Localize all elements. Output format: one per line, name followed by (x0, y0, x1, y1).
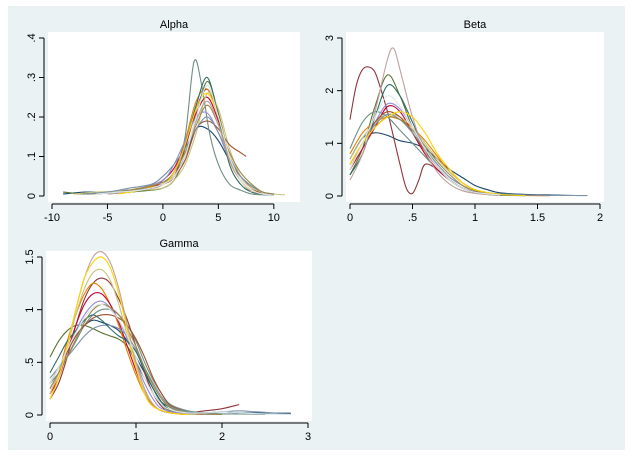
x-tick-label-beta: 2 (597, 212, 603, 224)
x-tick-label-beta: 1 (472, 212, 478, 224)
x-tick-label-alpha: 10 (268, 212, 280, 224)
plot-region-alpha (48, 32, 300, 202)
y-tick-label-alpha: .4 (26, 33, 38, 42)
y-tick-label-beta: 3 (324, 35, 336, 41)
series-line-gamma-15 (49, 303, 291, 416)
x-tick-label-alpha: 0 (160, 212, 166, 224)
x-tick-label-gamma: 2 (219, 431, 225, 443)
y-tick-label-gamma: .5 (24, 358, 36, 367)
panel-gamma: Gamma 0 1 2 3 0 .5 1 1.5 (24, 238, 312, 443)
series-line-alpha-15 (96, 84, 274, 196)
series-line-gamma-9 (49, 313, 205, 415)
plot-region-gamma (46, 251, 312, 421)
x-tick-label-beta: 0 (347, 212, 353, 224)
series-line-alpha-5 (85, 59, 274, 196)
series-line-beta-14 (349, 111, 526, 197)
x-tick-label-alpha: -5 (103, 212, 113, 224)
x-tick-label-alpha: -10 (44, 212, 60, 224)
panel-title-alpha: Alpha (160, 19, 189, 31)
x-tick-label-alpha: 5 (215, 212, 221, 224)
y-tick-label-alpha: 0 (26, 193, 38, 199)
x-tick-label-gamma: 1 (133, 431, 139, 443)
panel-beta: Beta 0 .5 1 1.5 2 0 1 2 3 (324, 19, 604, 224)
series-line-alpha-10 (85, 116, 274, 195)
x-tick-label-beta: 1.5 (530, 212, 545, 224)
y-tick-label-gamma: 1.5 (24, 249, 36, 264)
y-tick-label-beta: 1 (324, 140, 336, 146)
y-tick-label-alpha: .2 (26, 112, 38, 121)
series-line-alpha-12 (96, 104, 274, 195)
y-tick-label-gamma: 1 (24, 307, 36, 313)
series-line-gamma-14 (49, 256, 188, 416)
x-tick-label-beta: .5 (408, 212, 417, 224)
panel-title-gamma: Gamma (159, 238, 199, 250)
panel-title-beta: Beta (464, 19, 488, 31)
series-line-beta-15 (349, 95, 501, 196)
panel-alpha: Alpha -10 -5 0 5 10 0 .1 .2 .3 .4 (26, 19, 300, 224)
series-line-gamma-12 (49, 303, 223, 416)
y-tick-label-beta: 2 (324, 88, 336, 94)
y-tick-label-gamma: 0 (24, 412, 36, 418)
y-tick-label-alpha: .1 (26, 152, 38, 161)
y-tick-label-alpha: .3 (26, 73, 38, 82)
y-tick-label-beta: 0 (324, 193, 336, 199)
x-tick-label-gamma: 0 (47, 431, 53, 443)
x-tick-label-gamma: 3 (305, 431, 311, 443)
